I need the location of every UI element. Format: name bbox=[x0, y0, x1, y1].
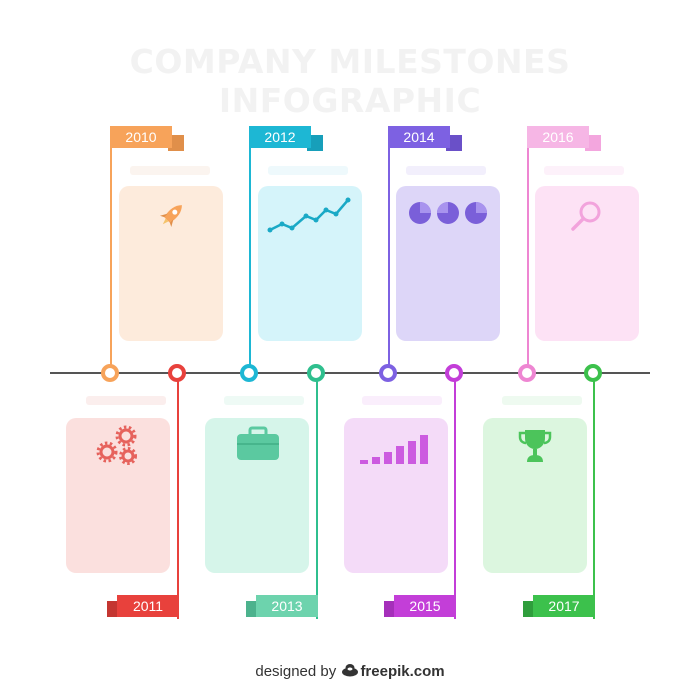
card-caption bbox=[86, 396, 166, 405]
year-label: 2014 bbox=[388, 126, 450, 148]
year-label: 2012 bbox=[249, 126, 311, 148]
year-flag-2015: 2015 bbox=[384, 595, 456, 619]
gears-icon bbox=[96, 425, 137, 465]
stem-2011 bbox=[177, 373, 179, 619]
milestone-card-2013 bbox=[205, 418, 309, 573]
card-caption bbox=[362, 396, 442, 405]
freepik-logo-icon bbox=[342, 664, 359, 677]
card-caption bbox=[224, 396, 304, 405]
bar-chart-icon bbox=[360, 435, 428, 464]
flag-tail bbox=[585, 135, 601, 151]
year-flag-2010: 2010 bbox=[110, 126, 184, 151]
line-chart-icon bbox=[267, 197, 351, 233]
year-label: 2010 bbox=[110, 126, 172, 148]
stem-2016 bbox=[527, 126, 529, 373]
footer-prefix: designed by bbox=[255, 663, 337, 680]
timeline-dot-2015 bbox=[445, 364, 463, 382]
year-flag-2011: 2011 bbox=[107, 595, 179, 619]
card-caption bbox=[544, 166, 624, 175]
flag-tail bbox=[168, 135, 184, 151]
timeline-dot-2016 bbox=[518, 364, 536, 382]
milestone-card-2015 bbox=[344, 418, 448, 573]
milestone-card-2014 bbox=[396, 186, 500, 341]
year-flag-2016: 2016 bbox=[527, 126, 601, 151]
card-caption bbox=[130, 166, 210, 175]
flag-tail bbox=[446, 135, 462, 151]
year-label: 2015 bbox=[394, 595, 456, 617]
flag-tail bbox=[307, 135, 323, 151]
footer-brand[interactable]: freepik.com bbox=[360, 663, 445, 680]
milestone-card-2016 bbox=[535, 186, 639, 341]
pie-charts-icon bbox=[409, 202, 487, 224]
year-flag-2013: 2013 bbox=[246, 595, 318, 619]
card-caption bbox=[268, 166, 348, 175]
year-flag-2012: 2012 bbox=[249, 126, 323, 151]
stem-2015 bbox=[454, 373, 456, 619]
timeline-dot-2011 bbox=[168, 364, 186, 382]
milestone-card-2017 bbox=[483, 418, 587, 573]
trophy-icon bbox=[518, 430, 552, 462]
timeline-dot-2014 bbox=[379, 364, 397, 382]
timeline-dot-2010 bbox=[101, 364, 119, 382]
milestone-card-2012 bbox=[258, 186, 362, 341]
footer-credit: designed by freepik.com bbox=[0, 663, 700, 680]
card-caption bbox=[502, 396, 582, 405]
stem-2013 bbox=[316, 373, 318, 619]
stem-2017 bbox=[593, 373, 595, 619]
year-label: 2011 bbox=[117, 595, 179, 617]
briefcase-icon bbox=[237, 426, 279, 460]
year-label: 2017 bbox=[533, 595, 595, 617]
year-flag-2017: 2017 bbox=[523, 595, 595, 619]
stem-2010 bbox=[110, 126, 112, 373]
rocket-icon bbox=[159, 205, 182, 228]
timeline-dot-2013 bbox=[307, 364, 325, 382]
magnifier-icon bbox=[571, 201, 601, 231]
milestone-card-2011 bbox=[66, 418, 170, 573]
milestone-card-2010 bbox=[119, 186, 223, 341]
page-title: COMPANY MILESTONES INFOGRAPHIC bbox=[129, 42, 571, 120]
timeline-dot-2017 bbox=[584, 364, 602, 382]
card-caption bbox=[406, 166, 486, 175]
timeline-dot-2012 bbox=[240, 364, 258, 382]
stem-2012 bbox=[249, 126, 251, 373]
year-flag-2014: 2014 bbox=[388, 126, 462, 151]
year-label: 2016 bbox=[527, 126, 589, 148]
stem-2014 bbox=[388, 126, 390, 373]
year-label: 2013 bbox=[256, 595, 318, 617]
timeline-line bbox=[50, 372, 650, 374]
